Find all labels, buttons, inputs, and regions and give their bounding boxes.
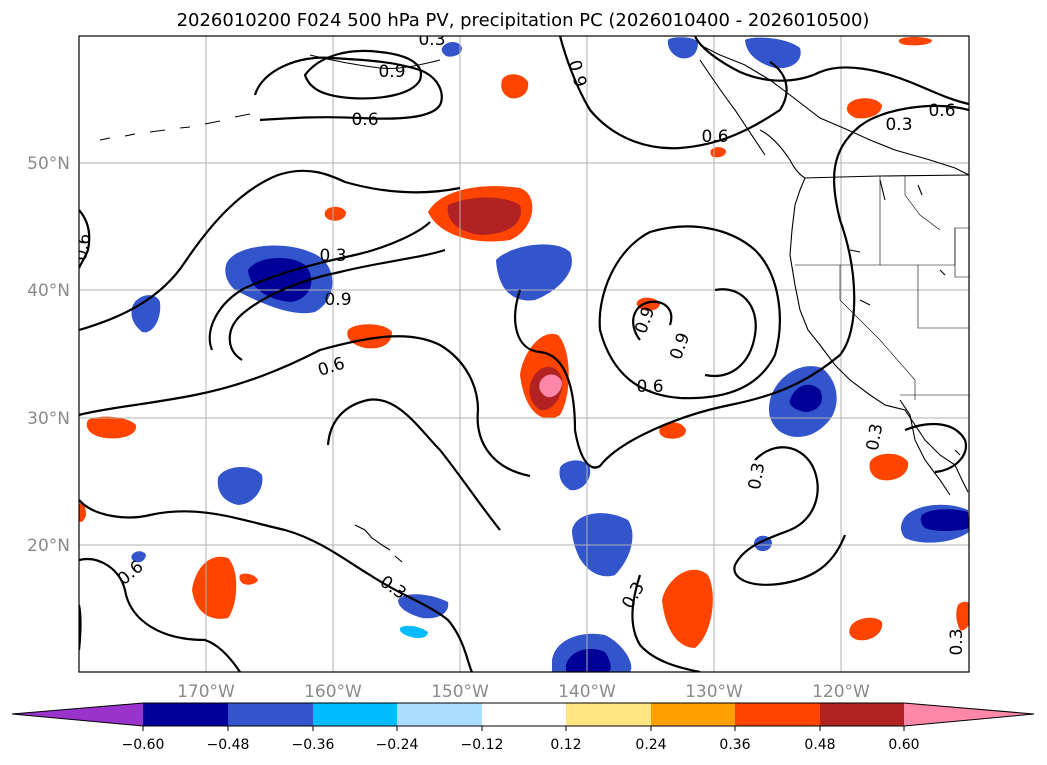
colorbar-segment bbox=[12, 703, 143, 726]
colorbar-segment bbox=[651, 703, 735, 726]
precip-positive-area bbox=[662, 569, 713, 648]
contour-label: 0.3 bbox=[418, 30, 445, 50]
lat-tick-label: 40°N bbox=[27, 281, 70, 301]
precip-positive-area bbox=[86, 416, 137, 439]
political-borders bbox=[795, 176, 969, 400]
colorbar bbox=[11, 702, 1035, 727]
coastlines bbox=[99, 44, 969, 563]
precip-negative-area bbox=[559, 460, 591, 491]
contour-label: 0.3 bbox=[947, 628, 967, 655]
colorbar-segment bbox=[143, 703, 228, 726]
precip-positive-area bbox=[956, 601, 969, 631]
lon-tick-label: 170°W bbox=[177, 682, 235, 702]
map-gridlines bbox=[79, 36, 969, 672]
precip-negative-area bbox=[399, 625, 428, 639]
precip-positive-area bbox=[539, 374, 562, 398]
contour-label: 0.6 bbox=[636, 377, 663, 397]
lat-axis: 50°N 40°N 30°N 20°N bbox=[27, 154, 70, 556]
contour-label: 0.6 bbox=[928, 101, 955, 121]
map-frame bbox=[78, 35, 970, 673]
colorbar-label: −0.36 bbox=[292, 737, 335, 753]
pv-contours bbox=[79, 36, 969, 672]
contour-label: 0.3 bbox=[745, 461, 769, 491]
precip-positive-area bbox=[192, 556, 237, 619]
contour-label: 0.3 bbox=[885, 115, 912, 135]
precip-negative-area bbox=[217, 466, 263, 505]
colorbar-segment bbox=[482, 703, 566, 726]
precip-shading bbox=[79, 37, 969, 672]
lat-tick-label: 30°N bbox=[27, 409, 70, 429]
lon-axis: 170°W 160°W 150°W 140°W 130°W 120°W bbox=[177, 682, 870, 702]
contour-label: 0.6 bbox=[701, 127, 728, 147]
colorbar-label: 0.60 bbox=[888, 737, 919, 753]
contour-labels: 0.6 0.9 0.6 0.9 0.3 0.9 0.6 0.3 0.3 0.6 … bbox=[71, 30, 967, 656]
colorbar-label: −0.24 bbox=[376, 737, 419, 753]
contour-label: 0.6 bbox=[71, 232, 95, 262]
lat-tick-label: 20°N bbox=[27, 536, 70, 556]
colorbar-segment bbox=[228, 703, 313, 726]
colorbar-label: 0.36 bbox=[719, 737, 750, 753]
precip-positive-area bbox=[447, 197, 521, 235]
precip-positive-area bbox=[239, 573, 258, 585]
precip-negative-area bbox=[745, 37, 801, 69]
precip-negative-area bbox=[920, 509, 969, 531]
colorbar-label: −0.12 bbox=[461, 737, 504, 753]
contour-label: 0.9 bbox=[324, 290, 351, 310]
contour-label: 0.6 bbox=[351, 110, 378, 130]
precip-positive-area bbox=[898, 37, 932, 46]
precip-positive-area bbox=[79, 503, 86, 523]
precip-negative-area bbox=[789, 384, 823, 412]
precip-negative-area bbox=[667, 37, 698, 59]
colorbar-segment bbox=[397, 703, 482, 726]
precip-positive-area bbox=[659, 422, 686, 439]
colorbar-segment bbox=[904, 703, 1034, 726]
precip-positive-area bbox=[869, 453, 909, 481]
contour-label: 0.3 bbox=[863, 422, 887, 452]
colorbar-label: 0.48 bbox=[804, 737, 835, 753]
colorbar-segment bbox=[313, 703, 397, 726]
lat-tick-label: 50°N bbox=[27, 154, 70, 174]
precip-negative-area bbox=[496, 244, 572, 301]
colorbar-label: 0.12 bbox=[550, 737, 581, 753]
figure-title: 2026010200 F024 500 hPa PV, precipitatio… bbox=[177, 10, 870, 31]
precip-positive-area bbox=[849, 617, 883, 641]
precip-negative-area bbox=[441, 42, 462, 57]
precip-negative-area bbox=[131, 551, 146, 563]
lon-tick-label: 130°W bbox=[685, 682, 743, 702]
colorbar-segment bbox=[566, 703, 651, 726]
precip-positive-area bbox=[846, 98, 882, 119]
lon-tick-label: 150°W bbox=[431, 682, 489, 702]
lon-tick-label: 140°W bbox=[558, 682, 616, 702]
precip-positive-area bbox=[347, 324, 392, 349]
colorbar-labels: −0.60 −0.48 −0.36 −0.24 −0.12 0.12 0.24 … bbox=[122, 737, 920, 753]
precip-negative-area bbox=[566, 648, 611, 672]
precip-positive-area bbox=[501, 74, 529, 99]
colorbar-segment bbox=[820, 703, 904, 726]
colorbar-segment bbox=[735, 703, 820, 726]
colorbar-label: −0.48 bbox=[207, 737, 250, 753]
colorbar-label: −0.60 bbox=[122, 737, 165, 753]
contour-label: 0.9 bbox=[378, 62, 405, 82]
precip-positive-area bbox=[324, 206, 346, 221]
colorbar-ticks bbox=[142, 726, 905, 731]
lon-tick-label: 120°W bbox=[812, 682, 870, 702]
lon-tick-label: 160°W bbox=[304, 682, 362, 702]
contour-label: 0.3 bbox=[319, 246, 346, 266]
colorbar-label: 0.24 bbox=[635, 737, 666, 753]
